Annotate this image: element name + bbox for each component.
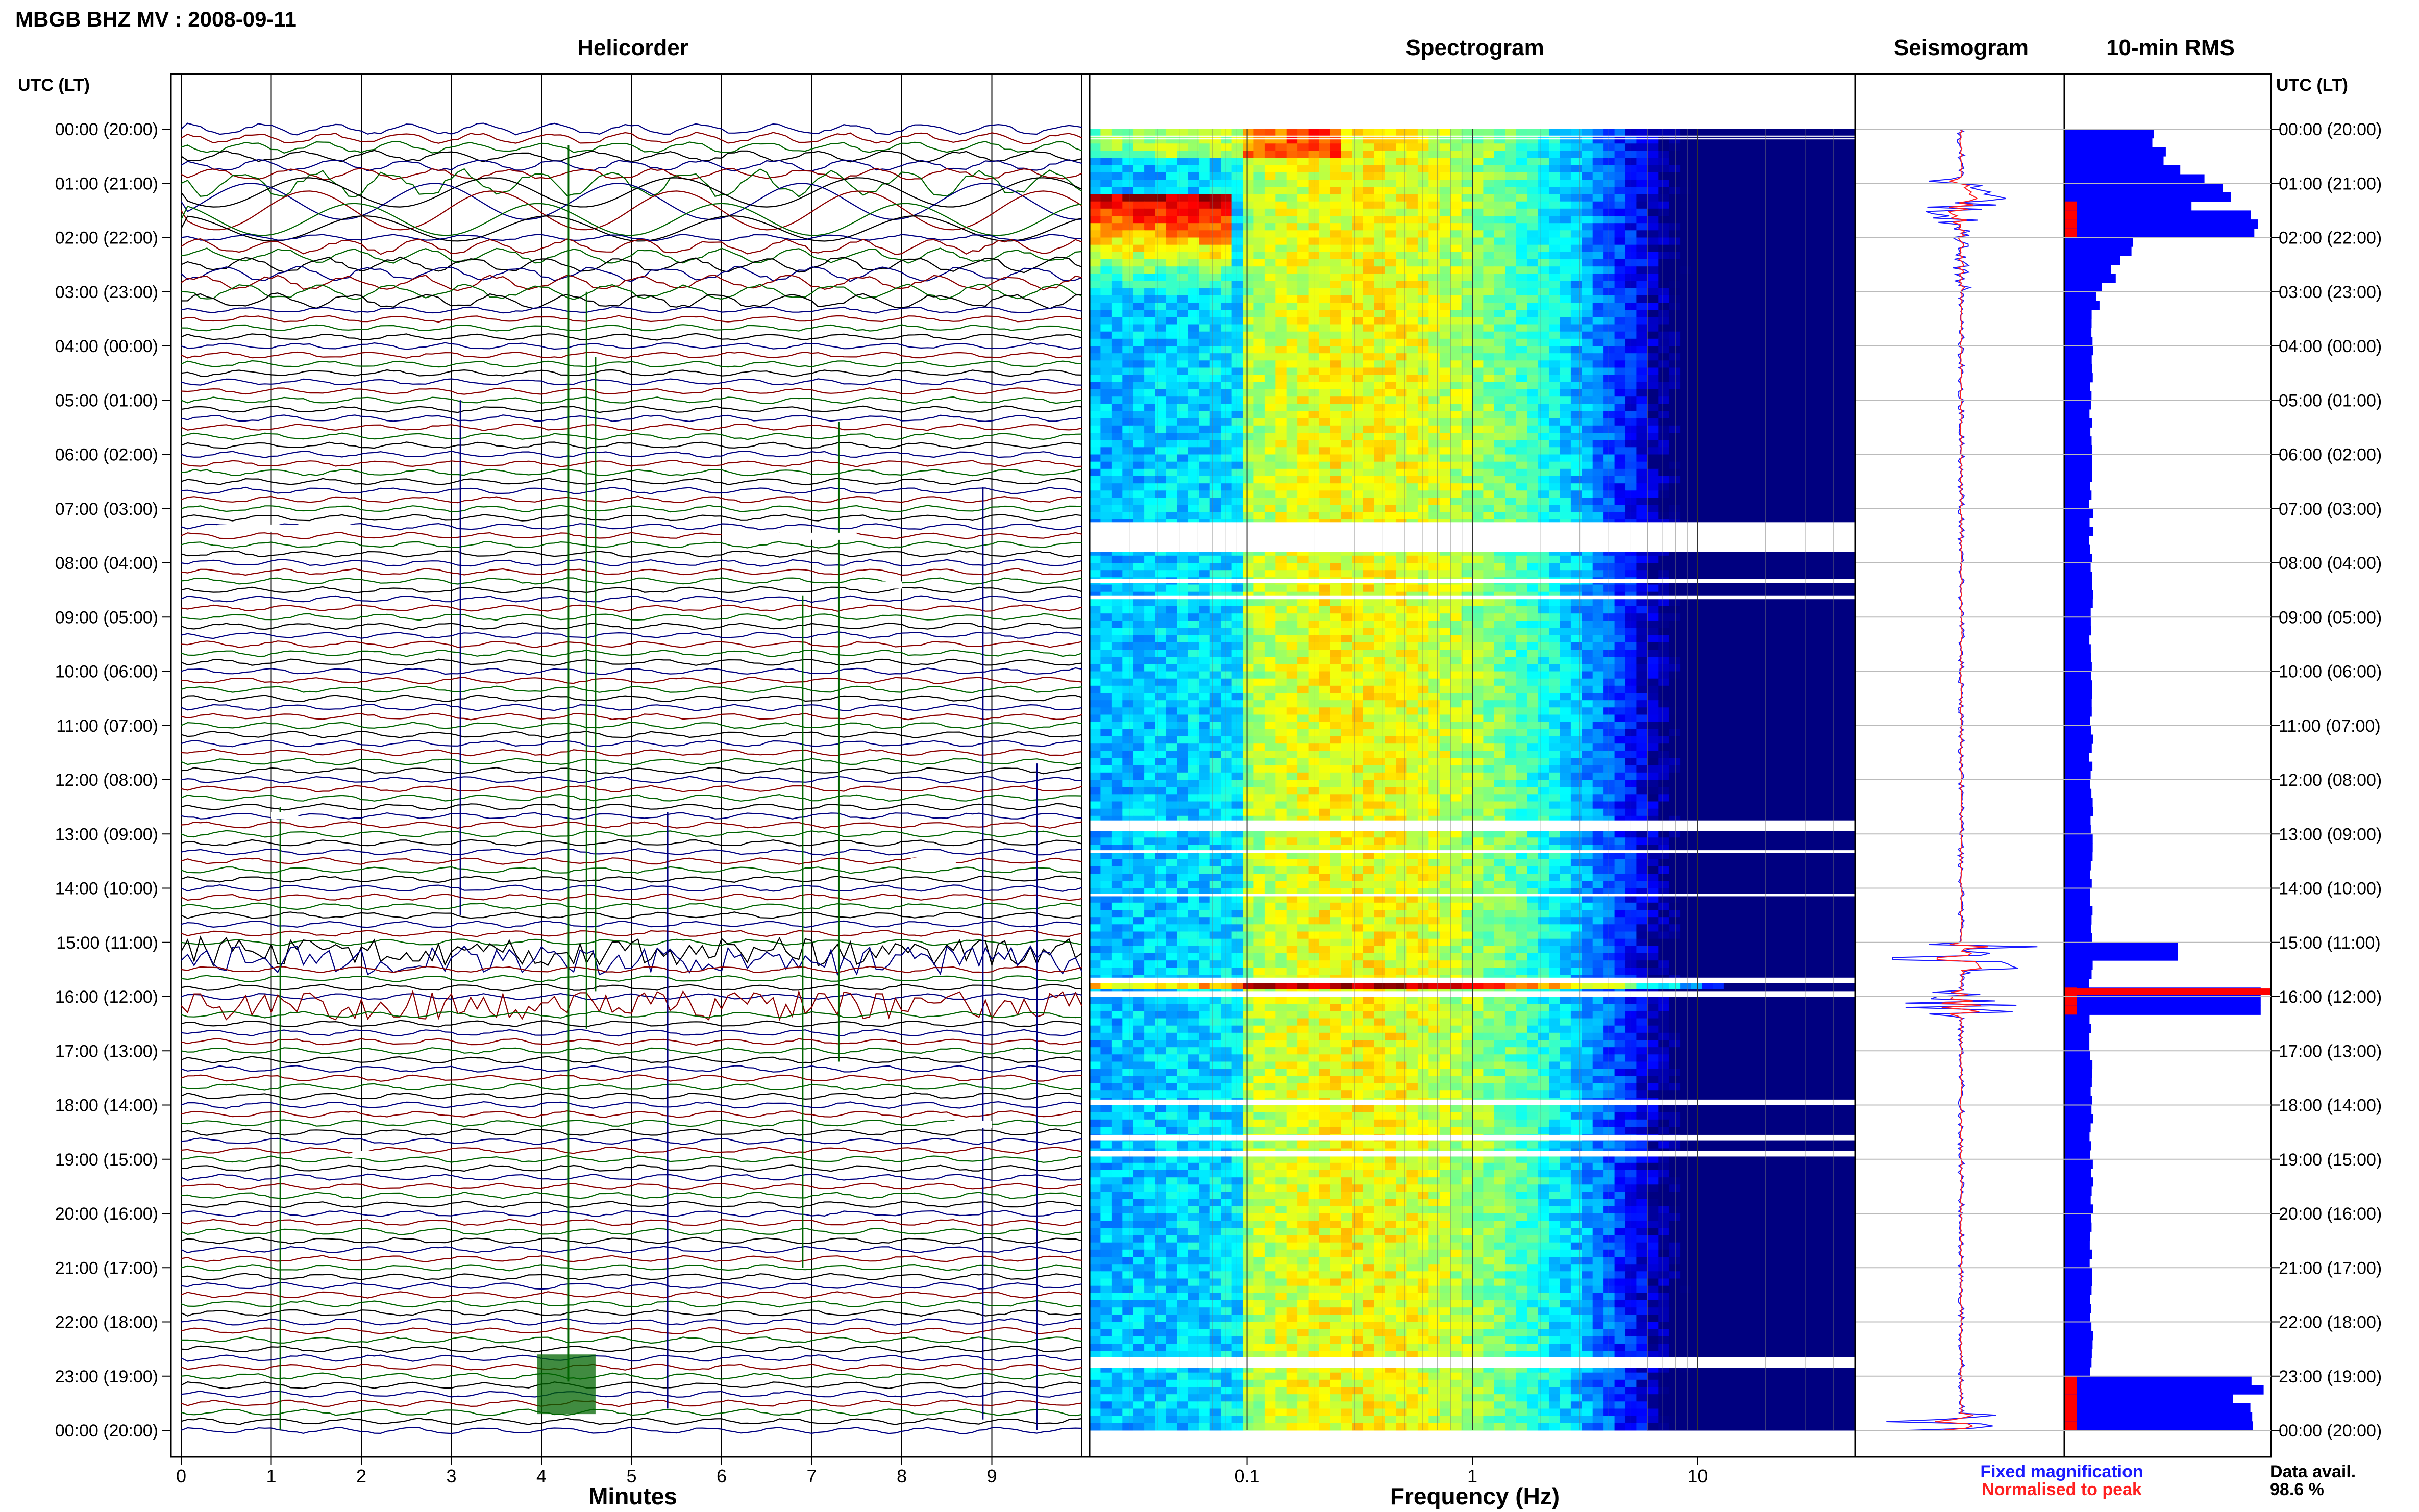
time-tick-label-left: 06:00 (02:00) [55,445,158,465]
time-tick-label-right: 03:00 (23:00) [2279,283,2382,302]
time-tick-label-left: 04:00 (00:00) [55,337,158,356]
time-tick-label-right: 02:00 (22:00) [2279,229,2382,248]
time-axis-right-label: UTC (LT) [2276,76,2348,95]
time-tick-label-right: 18:00 (14:00) [2279,1096,2382,1116]
time-tick-label-right: 00:00 (20:00) [2279,120,2382,139]
time-tick-label-right: 20:00 (16:00) [2279,1204,2382,1224]
time-axis-left-label: UTC (LT) [18,76,90,95]
time-tick-label-right: 07:00 (03:00) [2279,500,2382,519]
time-tick-label-right: 04:00 (00:00) [2279,337,2382,356]
spectrogram-panel [1089,129,1856,1431]
minute-tick-label: 5 [626,1466,636,1486]
time-tick-label-left: 15:00 (11:00) [56,933,158,953]
helicorder-panel [170,73,1091,1458]
data-availability-value: 98.6 % [2270,1480,2324,1499]
time-tick-label-right: 12:00 (08:00) [2279,771,2382,790]
time-tick-label-left: 07:00 (03:00) [55,500,158,519]
minute-tick-label: 0 [176,1466,186,1486]
time-tick-label-left: 02:00 (22:00) [55,229,158,248]
time-tick-label-left: 19:00 (15:00) [55,1150,158,1170]
minute-tick-label: 1 [266,1466,276,1486]
frequency-tick-label: 10 [1687,1466,1708,1486]
seismogram-panel [1854,73,2065,1458]
time-tick-label-left: 17:00 (13:00) [55,1042,158,1061]
time-tick-label-left: 01:00 (21:00) [55,174,158,193]
time-tick-label-left: 12:00 (08:00) [55,771,158,790]
x-axes: 0 1 2 3 4 5 6 7 8 9 0.1 1 10 [176,73,1856,1486]
rms-title: 10-min RMS [2106,35,2235,60]
time-tick-label-left: 03:00 (23:00) [55,283,158,302]
page-title: MBGB BHZ MV : 2008-09-11 [15,7,297,31]
minute-tick-label: 6 [717,1466,727,1486]
legend-normalised-to-peak: Normalised to peak [1982,1480,2142,1499]
time-ticks: 00:00 (20:00) 00:00 (20:00) 01:00 (21:00) 0… [55,120,2382,1441]
minute-tick-label: 8 [897,1466,907,1486]
time-tick-label-right: 14:00 (10:00) [2279,879,2382,899]
frequency-tick-label: 1 [1467,1466,1477,1486]
time-tick-label-right: 23:00 (19:00) [2279,1367,2382,1386]
time-tick-label-left: 20:00 (16:00) [55,1204,158,1224]
frequency-tick-label: 0.1 [1235,1466,1260,1486]
time-tick-label-left: 10:00 (06:00) [55,662,158,682]
spectrogram-title: Spectrogram [1405,35,1544,60]
time-tick-label-left: 08:00 (04:00) [55,554,158,573]
time-tick-label-left: 18:00 (14:00) [55,1096,158,1116]
helicorder-title: Helicorder [577,35,688,60]
time-tick-label-right: 11:00 (07:00) [2279,716,2381,736]
time-tick-label-right: 13:00 (09:00) [2279,825,2382,844]
time-tick-label-right: 09:00 (05:00) [2279,608,2382,627]
minutes-axis-label: Minutes [588,1483,677,1509]
minute-tick-label: 7 [806,1466,817,1486]
time-tick-label-right: 00:00 (20:00) [2279,1421,2382,1441]
time-tick-label-right: 05:00 (01:00) [2279,391,2382,410]
time-tick-label-left: 11:00 (07:00) [56,716,158,736]
time-tick-label-right: 21:00 (17:00) [2279,1258,2382,1278]
minute-tick-label: 9 [986,1466,997,1486]
frequency-axis-label: Frequency (Hz) [1390,1483,1560,1509]
minute-tick-label: 4 [536,1466,547,1486]
legend-fixed-magnification: Fixed magnification [1980,1462,2143,1481]
time-tick-label-right: 22:00 (18:00) [2279,1313,2382,1332]
time-tick-label-left: 05:00 (01:00) [55,391,158,410]
time-tick-label-right: 16:00 (12:00) [2279,987,2382,1007]
seismogram-title: Seismogram [1894,35,2029,60]
minute-tick-label: 2 [356,1466,366,1486]
time-tick-label-right: 17:00 (13:00) [2279,1042,2382,1061]
time-tick-label-right: 19:00 (15:00) [2279,1150,2382,1170]
time-tick-label-left: 09:00 (05:00) [55,608,158,627]
time-tick-label-left: 00:00 (20:00) [55,1421,158,1441]
time-tick-label-left: 14:00 (10:00) [55,879,158,899]
time-tick-label-left: 21:00 (17:00) [55,1258,158,1278]
time-tick-label-right: 01:00 (21:00) [2279,174,2382,193]
time-tick-label-right: 15:00 (11:00) [2279,933,2381,953]
time-tick-label-right: 08:00 (04:00) [2279,554,2382,573]
time-tick-label-right: 10:00 (06:00) [2279,662,2382,682]
time-tick-label-left: 16:00 (12:00) [55,987,158,1007]
rms-panel [2063,73,2272,1458]
time-tick-label-left: 13:00 (09:00) [55,825,158,844]
data-availability-label: Data avail. [2270,1462,2356,1481]
time-tick-label-right: 06:00 (02:00) [2279,445,2382,465]
time-tick-label-left: 23:00 (19:00) [55,1367,158,1386]
time-tick-label-left: 22:00 (18:00) [55,1313,158,1332]
time-tick-label-left: 00:00 (20:00) [55,120,158,139]
minute-tick-label: 3 [446,1466,456,1486]
